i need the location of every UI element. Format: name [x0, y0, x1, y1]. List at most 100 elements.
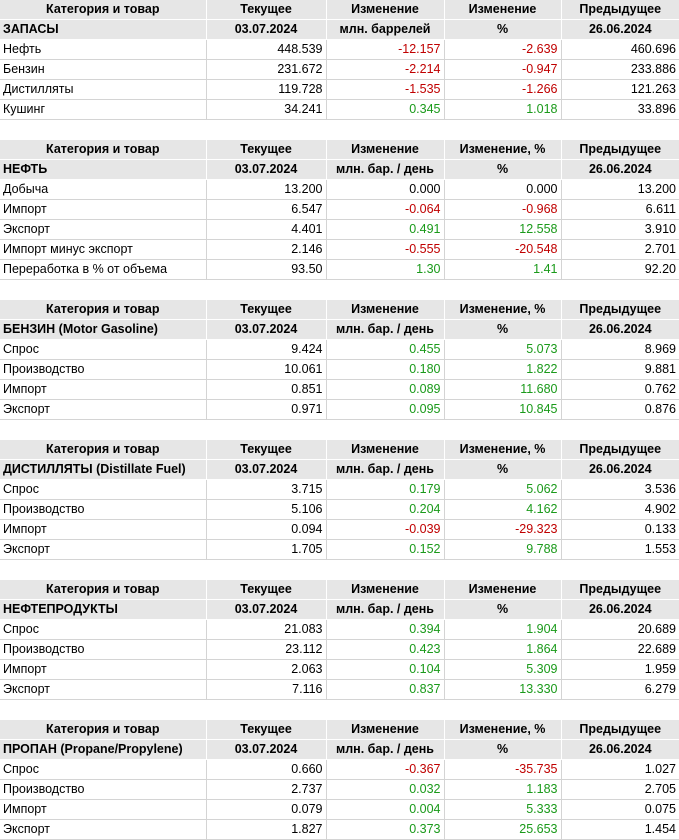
row-previous: 6.279 — [560, 679, 679, 700]
change-unit: млн. бар. / день — [325, 599, 444, 620]
section-table: Категория и товар Текущее Изменение Изменен… — [0, 140, 679, 280]
section-spacer — [0, 700, 679, 720]
col-header-current: Текущее — [205, 720, 326, 740]
row-previous: 1.959 — [560, 659, 679, 680]
table-row: Импорт 0.094 -0.039 -29.323 0.133 — [0, 519, 679, 540]
table-row: Производство 5.106 0.204 4.162 4.902 — [0, 499, 679, 520]
table-row: Спрос 9.424 0.455 5.073 8.969 — [0, 339, 679, 360]
table-row: Переработка в % от объема 93.50 1.30 1.41 92… — [0, 259, 679, 280]
subheader-row: ПРОПАН (Propane/Propylene) 03.07.2024 млн.… — [0, 739, 679, 760]
row-change: 1.30 — [325, 259, 444, 280]
current-date: 03.07.2024 — [205, 19, 326, 40]
row-change: 0.180 — [325, 359, 444, 380]
row-change: -0.367 — [325, 759, 444, 780]
row-change: 0.032 — [325, 779, 444, 800]
row-change-pct: 1.41 — [443, 259, 561, 280]
row-change: 0.455 — [325, 339, 444, 360]
current-date: 03.07.2024 — [205, 739, 326, 760]
section-table: Категория и товар Текущее Изменение Изменен… — [0, 580, 679, 700]
col-header-category: Категория и товар — [0, 0, 206, 20]
row-name: Экспорт — [0, 679, 206, 700]
row-current: 0.094 — [205, 519, 326, 540]
row-previous: 6.611 — [560, 199, 679, 220]
col-header-previous: Предыдущее — [560, 720, 679, 740]
row-change-pct: 1.904 — [443, 619, 561, 640]
section-spacer — [0, 280, 679, 300]
col-header-current: Текущее — [205, 440, 326, 460]
row-change-pct: 0.000 — [443, 179, 561, 200]
row-current: 23.112 — [205, 639, 326, 660]
row-current: 2.737 — [205, 779, 326, 800]
row-change-pct: 5.062 — [443, 479, 561, 500]
row-change: -0.039 — [325, 519, 444, 540]
subheader-row: НЕФТЕПРОДУКТЫ 03.07.2024 млн. бар. / день%… — [0, 599, 679, 620]
row-change: 0.837 — [325, 679, 444, 700]
row-change-pct: 4.162 — [443, 499, 561, 520]
table-row: Экспорт 1.827 0.373 25.653 1.454 — [0, 819, 679, 840]
header-row: Категория и товар Текущее Изменение Изменен… — [0, 720, 679, 740]
row-previous: 2.705 — [560, 779, 679, 800]
col-header-change: Изменение — [325, 300, 444, 320]
header-row: Категория и товар Текущее Изменение Изменен… — [0, 440, 679, 460]
row-change: 0.179 — [325, 479, 444, 500]
row-name: Спрос — [0, 479, 206, 500]
change-pct-unit: % — [443, 459, 561, 480]
table-row: Добыча 13.200 0.000 0.000 13.200 — [0, 179, 679, 200]
header-row: Категория и товар Текущее Изменение Изменен… — [0, 0, 679, 20]
section-table: Категория и товар Текущее Изменение Изменен… — [0, 0, 679, 120]
change-unit: млн. бар. / день — [325, 159, 444, 180]
row-change: 0.491 — [325, 219, 444, 240]
row-previous: 0.075 — [560, 799, 679, 820]
row-previous: 8.969 — [560, 339, 679, 360]
row-previous: 1.027 — [560, 759, 679, 780]
col-header-change: Изменение — [325, 140, 444, 160]
row-previous: 0.133 — [560, 519, 679, 540]
col-header-change: Изменение — [325, 440, 444, 460]
col-header-change: Изменение — [325, 0, 444, 20]
row-change-pct: 1.822 — [443, 359, 561, 380]
row-current: 10.061 — [205, 359, 326, 380]
row-change-pct: 10.845 — [443, 399, 561, 420]
row-current: 2.146 — [205, 239, 326, 260]
section-table: Категория и товар Текущее Изменение Изменен… — [0, 720, 679, 840]
previous-date: 26.06.2024 — [560, 599, 679, 620]
row-name: Импорт — [0, 519, 206, 540]
row-name: Импорт — [0, 379, 206, 400]
section-table: Категория и товар Текущее Изменение Изменен… — [0, 440, 679, 560]
col-header-previous: Предыдущее — [560, 140, 679, 160]
subheader-row: ДИСТИЛЛЯТЫ (Distillate Fuel) 03.07.2024 мл… — [0, 459, 679, 480]
previous-date: 26.06.2024 — [560, 319, 679, 340]
row-change: 0.345 — [325, 99, 444, 120]
current-date: 03.07.2024 — [205, 599, 326, 620]
section-title: НЕФТЕПРОДУКТЫ — [0, 599, 206, 620]
row-previous: 4.902 — [560, 499, 679, 520]
subheader-row: ЗАПАСЫ 03.07.2024 млн. баррелей% 26.06.2024 — [0, 19, 679, 40]
row-change: -0.064 — [325, 199, 444, 220]
row-change: 0.104 — [325, 659, 444, 680]
row-name: Импорт минус экспорт — [0, 239, 206, 260]
row-previous: 121.263 — [560, 79, 679, 100]
row-change-pct: -20.548 — [443, 239, 561, 260]
table-row: Импорт 2.063 0.104 5.309 1.959 — [0, 659, 679, 680]
current-date: 03.07.2024 — [205, 159, 326, 180]
table-row: Спрос 0.660 -0.367 -35.735 1.027 — [0, 759, 679, 780]
col-header-previous: Предыдущее — [560, 440, 679, 460]
row-current: 6.547 — [205, 199, 326, 220]
row-name: Спрос — [0, 759, 206, 780]
row-change: -12.157 — [325, 39, 444, 60]
change-pct-unit: % — [443, 159, 561, 180]
col-header-change: Изменение — [325, 580, 444, 600]
table-row: Кушинг 34.241 0.345 1.018 33.896 — [0, 99, 679, 120]
change-unit: млн. бар. / день — [325, 739, 444, 760]
row-current: 0.079 — [205, 799, 326, 820]
col-header-current: Текущее — [205, 300, 326, 320]
row-name: Экспорт — [0, 399, 206, 420]
header-row: Категория и товар Текущее Изменение Изменен… — [0, 580, 679, 600]
row-name: Производство — [0, 779, 206, 800]
row-change: 0.373 — [325, 819, 444, 840]
subheader-row: НЕФТЬ 03.07.2024 млн. бар. / день% 26.06.20… — [0, 159, 679, 180]
row-change-pct: 13.330 — [443, 679, 561, 700]
row-previous: 2.701 — [560, 239, 679, 260]
row-current: 0.971 — [205, 399, 326, 420]
row-change: 0.004 — [325, 799, 444, 820]
